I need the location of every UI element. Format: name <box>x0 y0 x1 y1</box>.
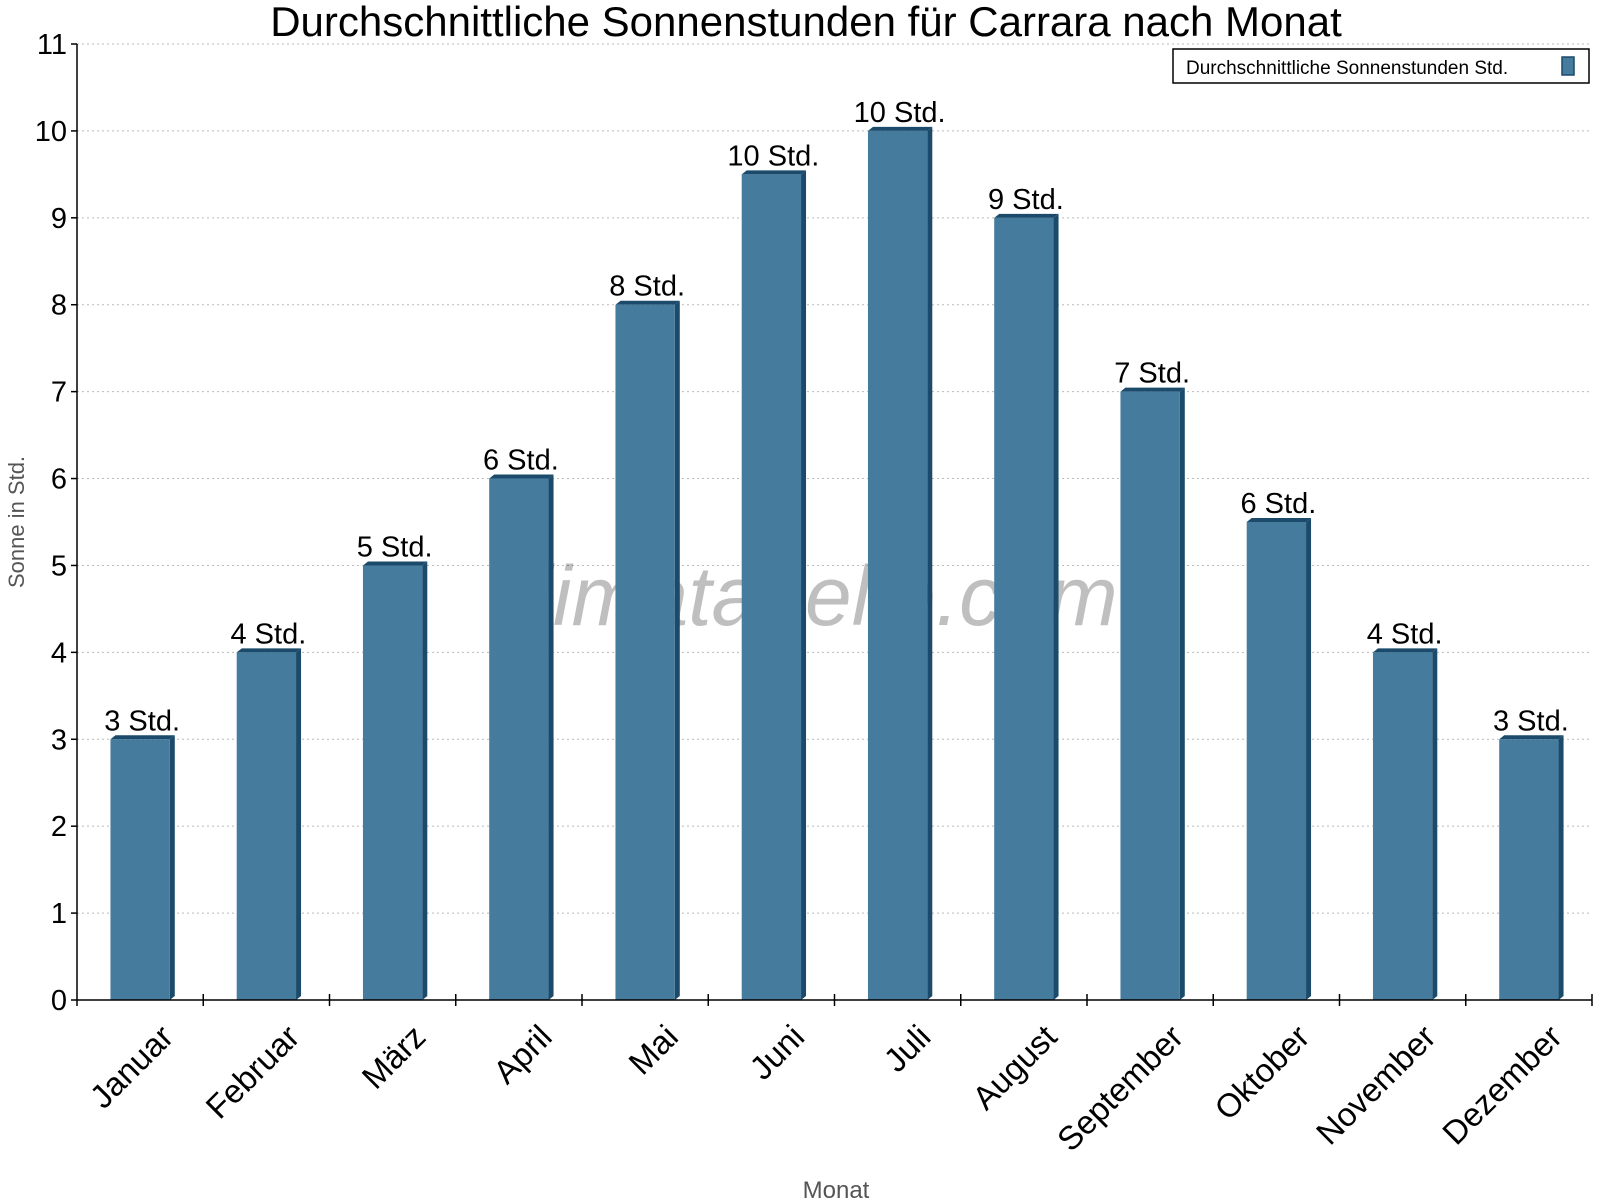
data-label: 5 Std. <box>357 531 433 563</box>
bar-side <box>1053 213 1059 1000</box>
x-tick-label: Juli <box>876 1018 937 1079</box>
data-label: 6 Std. <box>483 445 559 477</box>
bar <box>489 478 549 1001</box>
bar-side <box>927 126 933 1001</box>
bar-top <box>489 474 554 479</box>
chart-title: Durchschnittliche Sonnenstunden für Carr… <box>270 0 1342 45</box>
data-label: 8 Std. <box>609 271 685 303</box>
bar-side <box>548 474 554 1001</box>
y-tick-label: 5 <box>51 550 67 582</box>
data-label: 4 Std. <box>1367 618 1443 650</box>
data-label: 10 Std. <box>854 97 946 129</box>
y-tick-label: 8 <box>51 290 67 322</box>
legend-swatch <box>1561 56 1575 76</box>
bar <box>1372 652 1433 1000</box>
bar-side <box>1306 518 1312 1000</box>
bar <box>236 652 297 1000</box>
bar-side <box>801 170 807 1000</box>
bar <box>362 565 423 1000</box>
bar-side <box>296 648 302 1000</box>
x-axis-label: Monat <box>803 1177 870 1200</box>
bar-top <box>1246 518 1312 522</box>
bar-top <box>1499 735 1564 740</box>
y-tick-label: 10 <box>35 116 67 148</box>
bar-side <box>422 561 428 1000</box>
bar-top <box>994 213 1059 218</box>
x-tick-label: Januar <box>83 1018 181 1116</box>
y-tick-label: 6 <box>51 464 67 496</box>
bar <box>994 217 1054 1000</box>
y-axis-label: Sonne in Std. <box>4 456 29 588</box>
y-tick-label: 0 <box>51 985 67 1017</box>
y-tick-label: 4 <box>51 637 67 669</box>
y-tick-label: 3 <box>51 724 67 756</box>
bar <box>1246 522 1307 1000</box>
bar <box>867 130 928 1001</box>
x-tick-label: März <box>355 1018 433 1096</box>
bar-top <box>615 300 680 305</box>
x-tick-label: Oktober <box>1207 1018 1316 1127</box>
x-tick-label: November <box>1309 1018 1443 1152</box>
bar-side <box>169 735 175 1000</box>
bar-side <box>1432 648 1438 1000</box>
bar-side <box>1558 735 1564 1000</box>
bar-top <box>1120 387 1185 392</box>
bar-side <box>674 300 680 1000</box>
bar <box>110 739 170 1000</box>
bar-side <box>1179 387 1185 1000</box>
bar-top <box>236 648 302 653</box>
bar-top <box>741 170 807 175</box>
bar-top <box>867 126 933 131</box>
data-label: 7 Std. <box>1114 358 1190 390</box>
y-tick-label: 11 <box>37 29 67 61</box>
x-tick-label: April <box>486 1018 559 1091</box>
data-label: 3 Std. <box>1493 705 1569 737</box>
x-tick-label: Juni <box>742 1018 811 1087</box>
data-label: 10 Std. <box>727 140 819 172</box>
y-tick-label: 9 <box>51 203 67 235</box>
legend-label: Durchschnittliche Sonnenstunden Std. <box>1186 58 1508 79</box>
bar-top <box>110 735 175 740</box>
x-tick-label: September <box>1050 1018 1190 1158</box>
grid-lines <box>77 43 1592 914</box>
x-tick-label: Dezember <box>1435 1018 1569 1152</box>
legend-box <box>1172 48 1590 84</box>
bar-top <box>1372 648 1438 653</box>
bar <box>1120 391 1180 1000</box>
bars: 3 Std. 4 Std. 5 Std. 6 Std. 8 Std. 10 Std. 10 … <box>104 97 1569 1001</box>
bar <box>615 304 675 1000</box>
bar <box>1499 739 1559 1000</box>
x-tick-label: Mai <box>621 1018 685 1082</box>
data-label: 3 Std. <box>104 705 180 737</box>
x-tick-label: Februar <box>198 1018 306 1126</box>
y-tick-label: 1 <box>51 898 67 930</box>
legend: Durchschnittliche Sonnenstunden Std. <box>1172 48 1590 84</box>
bar-top <box>362 561 428 566</box>
x-tick-label: August <box>965 1018 1064 1117</box>
y-tick-label: 7 <box>51 377 67 409</box>
data-label: 9 Std. <box>988 184 1064 216</box>
data-label: 6 Std. <box>1240 488 1316 520</box>
data-label: 4 Std. <box>230 618 306 650</box>
y-tick-label: 2 <box>51 811 67 843</box>
bar <box>741 174 802 1000</box>
